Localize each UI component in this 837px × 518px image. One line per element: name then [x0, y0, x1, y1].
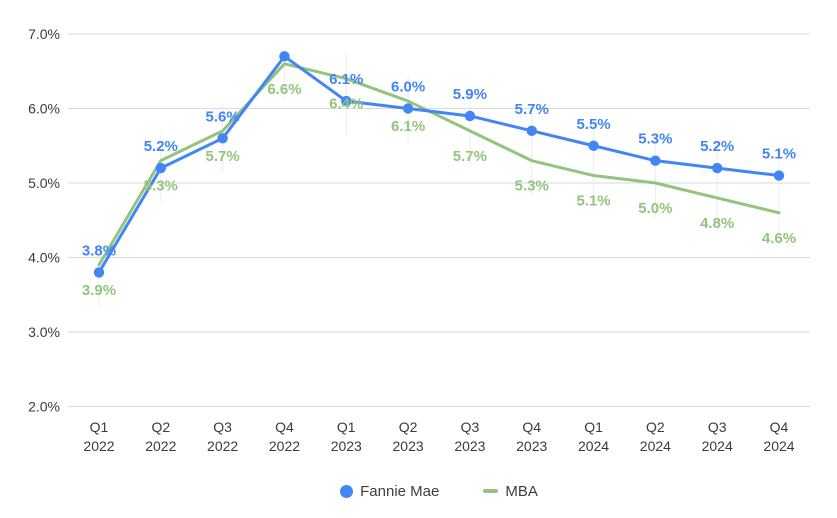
- fannie-mae-data-label: 5.1%: [762, 146, 796, 163]
- y-axis-tick-label: 5.0%: [28, 175, 60, 191]
- fannie-mae-data-point: [341, 95, 352, 107]
- x-axis-tick-label-year: 2024: [578, 438, 609, 454]
- fannie-mae-data-label: 5.7%: [515, 101, 549, 118]
- mba-data-label: 5.3%: [515, 178, 549, 195]
- mba-data-label: 5.1%: [576, 193, 610, 210]
- fannie-mae-data-label: 5.3%: [638, 131, 672, 148]
- x-axis-tick-label-year: 2023: [454, 438, 485, 454]
- x-axis-tick-label-year: 2022: [207, 438, 238, 454]
- fannie-mae-data-label: 5.5%: [576, 116, 610, 133]
- fannie-mae-data-label: 5.2%: [144, 138, 178, 155]
- x-axis-tick-label-quarter: Q1: [337, 419, 356, 435]
- x-axis-tick-label-quarter: Q3: [708, 419, 727, 435]
- fannie-mae-data-point: [217, 133, 228, 144]
- fannie-mae-data-point: [650, 155, 661, 166]
- fannie-mae-series-marker-icon: [340, 484, 354, 498]
- x-axis-tick-label-quarter: Q1: [584, 419, 603, 435]
- x-axis-tick-label-quarter: Q2: [151, 419, 170, 435]
- fannie-mae-data-point: [588, 140, 599, 151]
- chart-legend: Fannie Mae MBA: [68, 479, 810, 503]
- x-axis-tick-label-quarter: Q2: [399, 419, 418, 435]
- mba-data-label: 6.6%: [267, 81, 301, 98]
- fannie-mae-data-label: 5.9%: [453, 86, 487, 103]
- x-axis-tick-label-quarter: Q4: [770, 419, 789, 435]
- fannie-mae-data-label: 5.6%: [206, 108, 240, 125]
- x-axis-tick-label-quarter: Q1: [90, 419, 109, 435]
- x-axis-tick-label-quarter: Q3: [461, 419, 480, 435]
- fannie-mae-data-point: [526, 125, 537, 137]
- x-axis-tick-label-year: 2022: [83, 438, 114, 454]
- mba-data-label: 5.3%: [144, 178, 178, 195]
- fannie-mae-data-point: [464, 110, 476, 122]
- fannie-mae-data-point: [279, 51, 290, 62]
- mba-series-marker-icon: [483, 489, 499, 493]
- x-axis-tick-label-year: 2023: [516, 438, 547, 454]
- fannie-mae-data-label: 6.1%: [329, 71, 363, 88]
- fannie-mae-data-label: 5.2%: [700, 138, 734, 155]
- fannie-mae-data-label: 3.8%: [82, 242, 116, 259]
- mba-data-label: 5.0%: [638, 200, 672, 217]
- y-axis-tick-label: 4.0%: [28, 250, 60, 266]
- x-axis-tick-label-quarter: Q4: [275, 419, 294, 435]
- mba-data-label: 6.1%: [391, 118, 425, 135]
- x-axis-tick-label-quarter: Q3: [213, 419, 232, 435]
- legend-item-mba: MBA: [483, 483, 538, 500]
- legend-label-mba: MBA: [505, 482, 538, 500]
- legend-item-fannie-mae: Fannie Mae: [340, 483, 439, 500]
- fannie-mae-data-point: [155, 162, 167, 174]
- x-axis-tick-label-year: 2024: [763, 438, 794, 454]
- legend-label-fannie-mae: Fannie Mae: [360, 482, 440, 500]
- y-axis-tick-label: 2.0%: [28, 399, 60, 415]
- fannie-mae-series-line: [97, 54, 781, 274]
- x-axis-tick-label-year: 2024: [702, 438, 733, 454]
- y-axis-tick-label: 3.0%: [28, 324, 60, 340]
- y-axis-tick-label: 7.0%: [28, 26, 60, 42]
- y-axis-tick-label: 6.0%: [28, 101, 60, 117]
- x-axis-tick-label-year: 2024: [640, 438, 671, 454]
- fannie-mae-data-point: [773, 170, 785, 181]
- mba-data-label: 6.4%: [329, 96, 363, 113]
- fannie-mae-data-point: [711, 162, 723, 174]
- x-axis-tick-label-quarter: Q4: [522, 419, 541, 435]
- line-chart-svg: 7.0% 6.0% 5.0% 4.0% 3.0% 2.0% 3.8% 5.2% 5.6% 6.1%…: [28, 26, 810, 454]
- mba-data-label: 4.6%: [762, 230, 796, 247]
- mba-series-line: [97, 62, 781, 267]
- fannie-mae-data-label: 6.0%: [391, 79, 425, 96]
- mba-data-label: 4.8%: [700, 215, 734, 232]
- fannie-mae-data-point: [402, 103, 414, 114]
- mba-data-label: 3.9%: [82, 282, 116, 299]
- x-axis-tick-label-year: 2022: [269, 438, 300, 454]
- x-axis-tick-label-year: 2023: [331, 438, 362, 454]
- mba-data-label: 5.7%: [453, 148, 487, 165]
- mba-data-label: 5.7%: [206, 148, 240, 165]
- x-axis-tick-label-year: 2023: [393, 438, 424, 454]
- x-axis-tick-label-year: 2022: [145, 438, 176, 454]
- fannie-mae-data-point: [93, 267, 105, 278]
- x-axis-tick-label-quarter: Q2: [646, 419, 665, 435]
